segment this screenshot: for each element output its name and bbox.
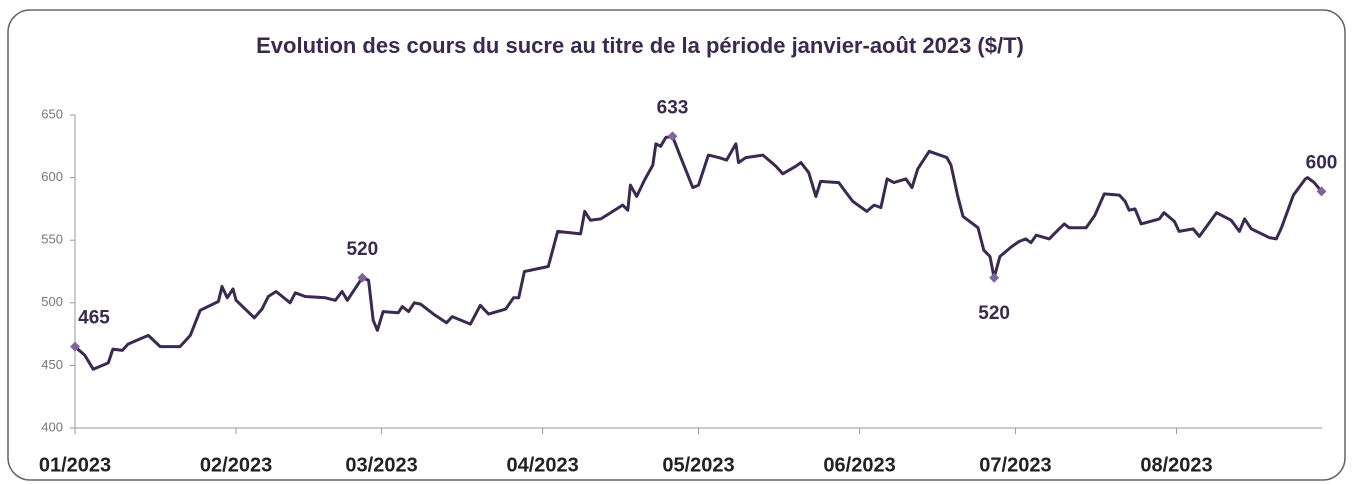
data-label: 520 — [346, 239, 378, 260]
point-marker — [357, 272, 368, 283]
data-label: 520 — [978, 303, 1010, 324]
x-tick-label: 01/2023 — [39, 454, 111, 476]
data-label: 633 — [657, 97, 689, 118]
point-marker — [1316, 186, 1327, 197]
x-tick-label: 04/2023 — [506, 454, 578, 476]
x-tick-label: 07/2023 — [979, 454, 1051, 476]
x-tick-label: 02/2023 — [200, 454, 272, 476]
data-label: 600 — [1306, 152, 1338, 173]
y-tick-label: 400 — [41, 419, 63, 434]
y-tick-label: 500 — [41, 294, 63, 309]
x-tick-label: 03/2023 — [345, 454, 417, 476]
x-tick-label: 06/2023 — [823, 454, 895, 476]
point-marker — [667, 131, 678, 142]
price-line — [74, 134, 1323, 371]
y-tick-label: 550 — [41, 232, 63, 247]
x-tick-label: 08/2023 — [1140, 454, 1212, 476]
data-label: 465 — [78, 308, 110, 329]
chart-title: Evolution des cours du sucre au titre de… — [256, 33, 1024, 58]
frame — [7, 9, 1346, 481]
y-tick-label: 600 — [41, 169, 63, 184]
y-tick-label: 650 — [41, 106, 63, 121]
y-tick-label: 450 — [41, 357, 63, 372]
point-marker — [989, 272, 1000, 283]
x-tick-label: 05/2023 — [662, 454, 734, 476]
